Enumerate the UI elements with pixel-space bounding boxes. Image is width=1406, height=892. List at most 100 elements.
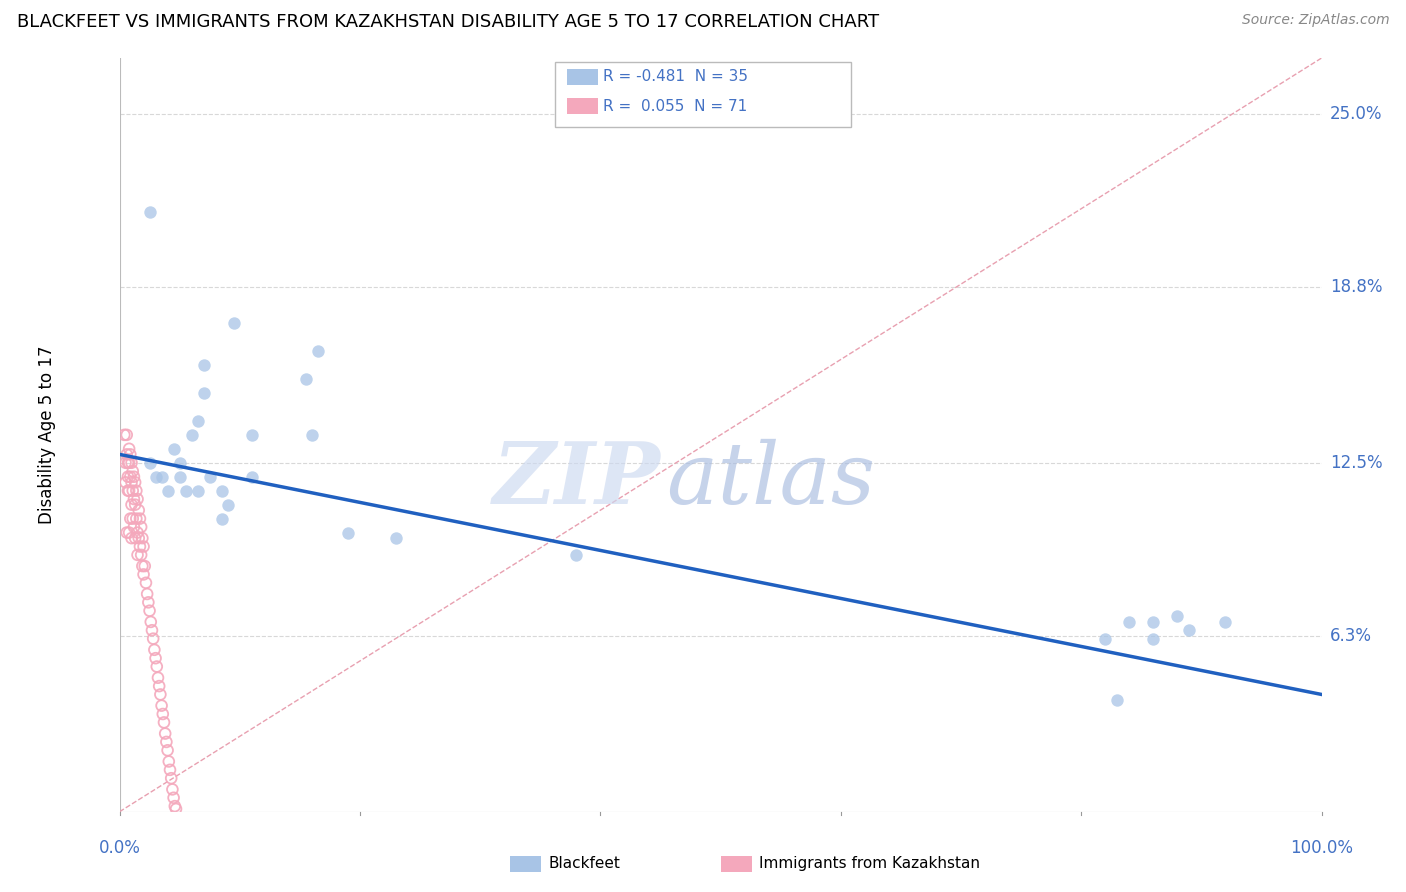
Point	[127, 491, 149, 506]
Point	[121, 511, 143, 525]
Point	[129, 548, 152, 562]
Point	[198, 469, 221, 483]
Point	[165, 802, 187, 816]
Point	[143, 642, 166, 657]
Point	[124, 531, 146, 545]
Point	[121, 464, 143, 478]
Point	[112, 428, 135, 442]
Point	[128, 503, 150, 517]
Point	[162, 782, 184, 797]
Point	[565, 548, 588, 562]
Point	[155, 735, 177, 749]
Point	[122, 491, 145, 506]
Point	[1178, 624, 1201, 638]
Text: 100.0%: 100.0%	[1291, 839, 1353, 857]
Point	[152, 706, 174, 721]
Text: 12.5%: 12.5%	[1330, 454, 1382, 472]
Point	[124, 475, 146, 490]
Point	[301, 428, 323, 442]
Point	[162, 442, 184, 456]
Point	[1107, 693, 1129, 707]
Text: Immigrants from Kazakhstan: Immigrants from Kazakhstan	[759, 856, 980, 871]
Point	[115, 525, 138, 540]
Point	[169, 469, 191, 483]
Point	[1118, 615, 1140, 629]
Point	[115, 428, 138, 442]
Text: 18.8%: 18.8%	[1330, 278, 1382, 296]
Point	[148, 679, 170, 693]
Point	[1142, 615, 1164, 629]
Text: R =  0.055  N = 71: R = 0.055 N = 71	[603, 99, 748, 113]
Text: Blackfeet: Blackfeet	[548, 856, 620, 871]
Point	[1094, 632, 1116, 646]
Point	[117, 469, 139, 483]
Point	[222, 316, 245, 330]
Point	[134, 559, 156, 574]
Point	[150, 698, 173, 713]
Point	[121, 483, 143, 498]
Point	[124, 498, 146, 512]
Point	[149, 688, 172, 702]
Point	[187, 483, 209, 498]
Point	[121, 498, 143, 512]
Point	[240, 469, 263, 483]
Point	[157, 755, 180, 769]
Point	[240, 428, 263, 442]
Point	[180, 428, 202, 442]
Point	[135, 575, 157, 590]
Point	[120, 469, 142, 483]
Text: atlas: atlas	[666, 439, 876, 522]
Text: BLACKFEET VS IMMIGRANTS FROM KAZAKHSTAN DISABILITY AGE 5 TO 17 CORRELATION CHART: BLACKFEET VS IMMIGRANTS FROM KAZAKHSTAN …	[17, 13, 879, 31]
Point	[153, 726, 176, 740]
Point	[131, 531, 153, 545]
Text: R = -0.481  N = 35: R = -0.481 N = 35	[603, 70, 748, 84]
Point	[121, 531, 143, 545]
Point	[1215, 615, 1237, 629]
Point	[1142, 632, 1164, 646]
Point	[193, 358, 215, 372]
Point	[136, 587, 159, 601]
Point	[145, 469, 167, 483]
Point	[150, 469, 173, 483]
Point	[211, 483, 233, 498]
Point	[174, 483, 197, 498]
Point	[118, 456, 141, 470]
Point	[169, 456, 191, 470]
Point	[217, 498, 239, 512]
Point	[193, 386, 215, 401]
Text: 0.0%: 0.0%	[98, 839, 141, 857]
Point	[153, 715, 176, 730]
Point	[295, 372, 318, 386]
Point	[139, 615, 162, 629]
Point	[146, 671, 169, 685]
Point	[117, 456, 139, 470]
Point	[385, 531, 408, 545]
Point	[160, 771, 183, 785]
Point	[118, 442, 141, 456]
Point	[131, 559, 153, 574]
Point	[141, 624, 163, 638]
Point	[125, 511, 148, 525]
Point	[138, 204, 160, 219]
Text: ZIP: ZIP	[492, 438, 661, 522]
Text: 25.0%: 25.0%	[1330, 105, 1382, 123]
Point	[132, 567, 155, 582]
Point	[1166, 609, 1188, 624]
Point	[307, 344, 329, 359]
Point	[187, 414, 209, 428]
Point	[121, 475, 143, 490]
Point	[138, 604, 160, 618]
Point	[122, 520, 145, 534]
Point	[127, 525, 149, 540]
Point	[138, 456, 160, 470]
Point	[125, 483, 148, 498]
Point	[128, 531, 150, 545]
Point	[145, 651, 167, 665]
Text: Source: ZipAtlas.com: Source: ZipAtlas.com	[1241, 13, 1389, 28]
Point	[129, 511, 152, 525]
Point	[115, 447, 138, 461]
Point	[159, 763, 181, 777]
Point	[162, 790, 184, 805]
Point	[336, 525, 359, 540]
Point	[146, 659, 169, 673]
